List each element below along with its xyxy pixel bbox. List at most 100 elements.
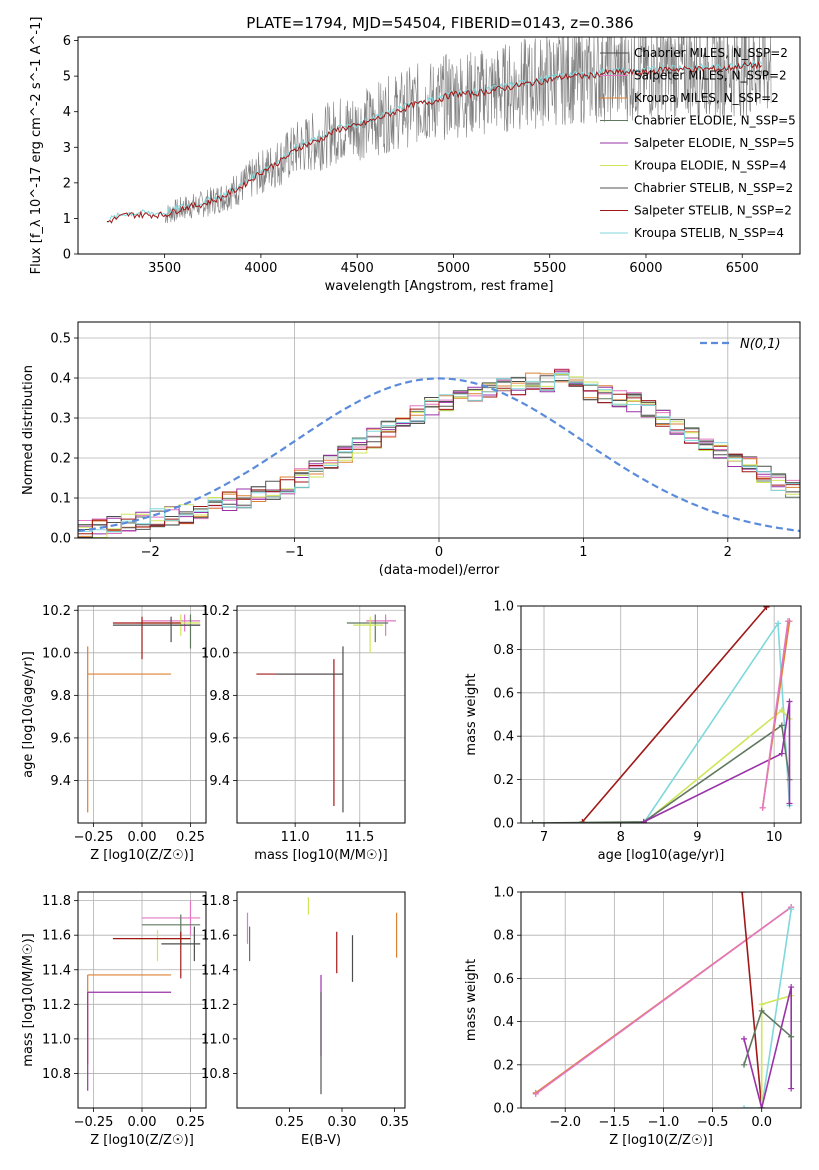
y-tick-label: 11.2 xyxy=(42,998,71,1013)
y-tick-label: 0.2 xyxy=(493,773,514,788)
histogram-8 xyxy=(78,372,800,533)
x-tick-label: −1.0 xyxy=(648,1115,680,1130)
axes-age-vs-mass: 11.0 11.5 9.4 9.6 9.8 10.0 10.2 mass [log10(M/M… xyxy=(201,604,406,863)
x-tick-label: 10 xyxy=(766,830,783,845)
y-tick-label: 9.4 xyxy=(209,774,230,789)
weight-marker xyxy=(784,618,791,625)
legend-label: Kroupa MILES, N_SSP=2 xyxy=(634,91,779,105)
axes-mass-vs-Z: −0.25 0.00 0.25 10.8 11.0 11.2 11.4 11.6 11.8 Z [… xyxy=(21,891,207,1148)
x-axis-label: E(B-V) xyxy=(301,1133,341,1148)
y-tick-label: 0.0 xyxy=(50,532,71,547)
x-axis-label: Z [log10(Z/Z☉)] xyxy=(609,1133,713,1148)
weight-marker xyxy=(758,1007,765,1014)
axes-frame xyxy=(520,891,802,1109)
weight-marker xyxy=(778,750,785,757)
y-tick-label: 3 xyxy=(63,141,71,156)
y-tick-label: 11.6 xyxy=(201,929,230,944)
y-tick-label: 10.2 xyxy=(201,604,230,619)
plots-layer: 3500 4000 4500 5000 5500 6000 6500 0 1 2 3 4 5 6 wavel… xyxy=(21,17,802,1148)
y-tick-label: 0.4 xyxy=(493,1015,514,1030)
y-tick-label: 10.0 xyxy=(201,646,230,661)
legend-label: Kroupa ELODIE, N_SSP=4 xyxy=(634,159,787,173)
x-tick-label: 0 xyxy=(435,545,443,560)
plot-area-spectrum xyxy=(106,37,772,224)
legend-label: Kroupa STELIB, N_SSP=4 xyxy=(634,226,784,240)
y-tick-label: 11.6 xyxy=(42,929,71,944)
y-tick-label: 1 xyxy=(63,212,71,227)
legend-label: Salpeter STELIB, N_SSP=2 xyxy=(634,204,792,218)
weight-line-1 xyxy=(761,621,789,808)
model-spectrum-7 xyxy=(106,60,762,224)
y-axis-label: age [log10(age/yr)] xyxy=(21,651,36,778)
plot-area-age-vs-Z xyxy=(87,614,201,813)
weight-marker xyxy=(758,1105,765,1108)
y-tick-label: 11.0 xyxy=(42,1032,71,1047)
weight-marker xyxy=(640,818,647,823)
weight-line-4 xyxy=(743,986,793,1108)
weight-marker xyxy=(788,984,795,991)
y-tick-label: 10.2 xyxy=(42,604,71,619)
y-tick-label: 9.6 xyxy=(50,731,71,746)
y-tick-label: 9.8 xyxy=(50,689,71,704)
y-tick-label: 5 xyxy=(63,70,71,85)
weight-marker xyxy=(786,698,793,705)
histogram-7 xyxy=(78,369,800,535)
weight-line-4 xyxy=(643,701,791,823)
x-tick-label: 0.25 xyxy=(275,1115,304,1130)
x-tick-label: 0.00 xyxy=(128,1115,157,1130)
axes-age-vs-Z: −0.25 0.00 0.25 9.4 9.6 9.8 10.0 10.2 Z [log10(Z… xyxy=(21,604,207,863)
weight-line-7 xyxy=(581,606,768,823)
legend-label: Chabrier ELODIE, N_SSP=5 xyxy=(634,114,796,128)
weight-marker xyxy=(788,1085,795,1092)
y-tick-label: 0.0 xyxy=(493,817,514,832)
observed-spectrum xyxy=(164,37,772,224)
x-tick-label: 11.0 xyxy=(281,830,310,845)
x-tick-label: 7 xyxy=(540,830,548,845)
axes-frame xyxy=(520,605,802,824)
y-axis-label: Normed distribution xyxy=(21,365,36,495)
y-tick-label: 0.6 xyxy=(493,972,514,987)
weight-marker xyxy=(741,1035,748,1042)
plot-area-massweight-vs-Z xyxy=(532,892,795,1108)
x-axis-label: (data-model)/error xyxy=(379,563,500,578)
x-tick-label: −1.5 xyxy=(599,1115,631,1130)
x-tick-label: 5000 xyxy=(437,261,470,276)
x-axis-label: wavelength [Angstrom, rest frame] xyxy=(325,279,554,294)
weight-marker xyxy=(778,707,785,714)
x-tick-label: 0.30 xyxy=(328,1115,357,1130)
y-tick-label: 0.0 xyxy=(493,1102,514,1117)
x-tick-label: 8 xyxy=(617,830,625,845)
y-tick-label: 1.0 xyxy=(493,600,514,615)
y-tick-label: 11.4 xyxy=(201,963,230,978)
x-tick-label: −2 xyxy=(141,545,160,560)
axes-frame xyxy=(77,605,207,824)
y-tick-label: 9.8 xyxy=(209,689,230,704)
y-tick-label: 0.8 xyxy=(493,929,514,944)
weight-marker xyxy=(741,1105,748,1108)
x-tick-label: 5500 xyxy=(533,261,566,276)
y-tick-label: 0.8 xyxy=(493,643,514,658)
y-tick-label: 0.1 xyxy=(50,492,71,507)
y-tick-label: 0 xyxy=(63,248,71,263)
x-tick-label: 4000 xyxy=(244,261,277,276)
x-tick-label: 11.5 xyxy=(345,830,374,845)
x-tick-label: −0.25 xyxy=(74,830,114,845)
x-tick-label: −0.25 xyxy=(74,1115,114,1130)
legend-label: Salpeter MILES, N_SSP=2 xyxy=(634,69,787,83)
axes-mass-vs-ebv: 0.25 0.30 0.35 10.8 11.0 11.2 11.4 11.6 11.8 E(B-… xyxy=(201,891,409,1148)
x-tick-label: 0.00 xyxy=(128,830,157,845)
y-tick-label: 0.4 xyxy=(493,730,514,745)
weight-marker xyxy=(778,722,785,729)
y-tick-label: 0.5 xyxy=(50,332,71,347)
x-tick-label: 6000 xyxy=(629,261,662,276)
x-tick-label: −0.5 xyxy=(697,1115,729,1130)
x-tick-label: 1 xyxy=(579,545,587,560)
x-tick-label: −2.0 xyxy=(549,1115,581,1130)
weight-marker xyxy=(788,906,795,913)
legend-label: Salpeter ELODIE, N_SSP=5 xyxy=(634,136,795,150)
y-tick-label: 11.4 xyxy=(42,963,71,978)
legend-label: N(0,1) xyxy=(740,337,781,352)
x-tick-label: 9 xyxy=(693,830,701,845)
y-axis-label: mass [log10(M/M☉)] xyxy=(21,933,36,1066)
